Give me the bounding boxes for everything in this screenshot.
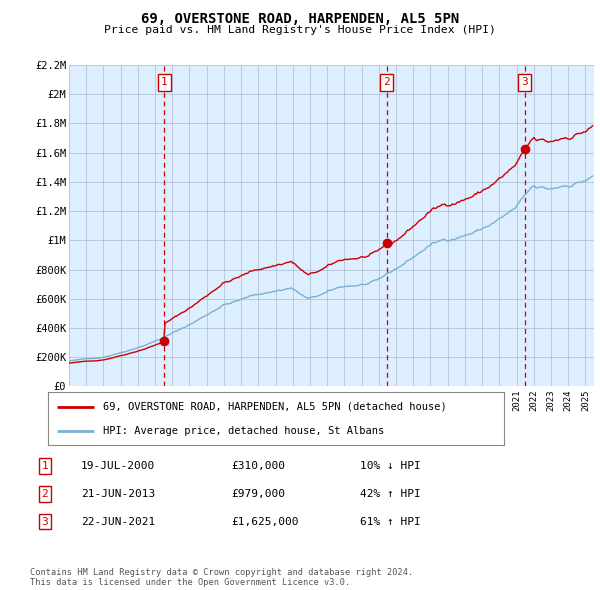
Text: £979,000: £979,000: [231, 489, 285, 499]
Text: 22-JUN-2021: 22-JUN-2021: [81, 517, 155, 526]
Text: HPI: Average price, detached house, St Albans: HPI: Average price, detached house, St A…: [103, 426, 384, 436]
Text: 1: 1: [41, 461, 49, 471]
Text: 3: 3: [41, 517, 49, 526]
Text: 3: 3: [521, 77, 528, 87]
Text: £310,000: £310,000: [231, 461, 285, 471]
Text: £1,625,000: £1,625,000: [231, 517, 299, 526]
Text: 10% ↓ HPI: 10% ↓ HPI: [360, 461, 421, 471]
Text: 69, OVERSTONE ROAD, HARPENDEN, AL5 5PN (detached house): 69, OVERSTONE ROAD, HARPENDEN, AL5 5PN (…: [103, 402, 446, 412]
Text: 61% ↑ HPI: 61% ↑ HPI: [360, 517, 421, 526]
Text: 2: 2: [41, 489, 49, 499]
Text: Price paid vs. HM Land Registry's House Price Index (HPI): Price paid vs. HM Land Registry's House …: [104, 25, 496, 35]
Text: 21-JUN-2013: 21-JUN-2013: [81, 489, 155, 499]
Text: 69, OVERSTONE ROAD, HARPENDEN, AL5 5PN: 69, OVERSTONE ROAD, HARPENDEN, AL5 5PN: [141, 12, 459, 26]
Text: 2: 2: [383, 77, 390, 87]
Text: 42% ↑ HPI: 42% ↑ HPI: [360, 489, 421, 499]
Text: 1: 1: [161, 77, 168, 87]
Text: Contains HM Land Registry data © Crown copyright and database right 2024.
This d: Contains HM Land Registry data © Crown c…: [30, 568, 413, 587]
Text: 19-JUL-2000: 19-JUL-2000: [81, 461, 155, 471]
